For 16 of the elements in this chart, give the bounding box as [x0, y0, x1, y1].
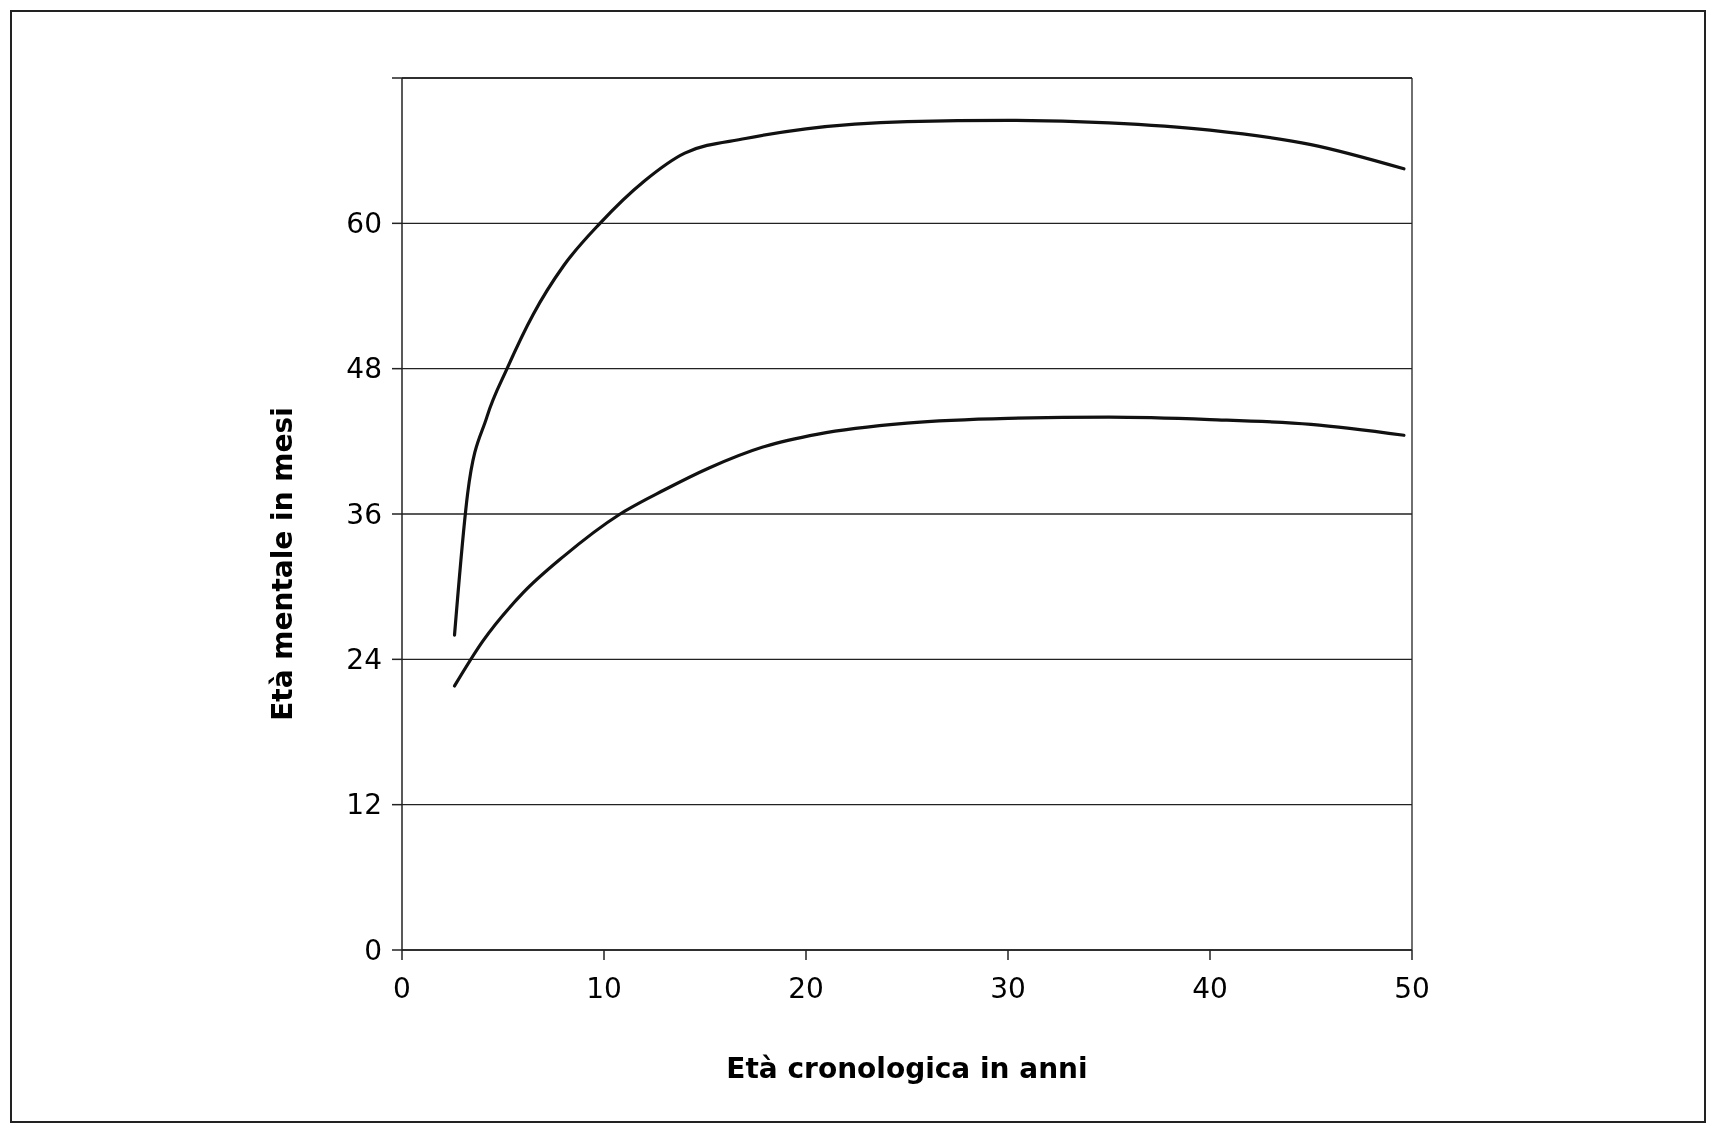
y-tick-label: 12: [346, 788, 382, 822]
x-tick-label: 30: [990, 972, 1026, 1005]
y-tick-label: 48: [346, 352, 382, 386]
y-tick-label: 36: [346, 497, 382, 531]
x-tick-label: 40: [1192, 972, 1228, 1005]
x-tick-label: 20: [788, 972, 824, 1005]
line-series: [452, 415, 1406, 688]
y-axis-title: Età mentale in mesi: [266, 407, 299, 721]
y-tick-label: 0: [364, 933, 382, 967]
y-tick-label: 60: [346, 207, 382, 241]
x-tick-label: 50: [1394, 972, 1430, 1005]
x-tick-label: 10: [586, 972, 622, 1005]
x-tick-label: 0: [393, 972, 411, 1005]
line-series: [452, 118, 1406, 637]
x-axis-title: Età cronologica in anni: [726, 1052, 1088, 1085]
y-tick-label: 24: [346, 643, 382, 677]
